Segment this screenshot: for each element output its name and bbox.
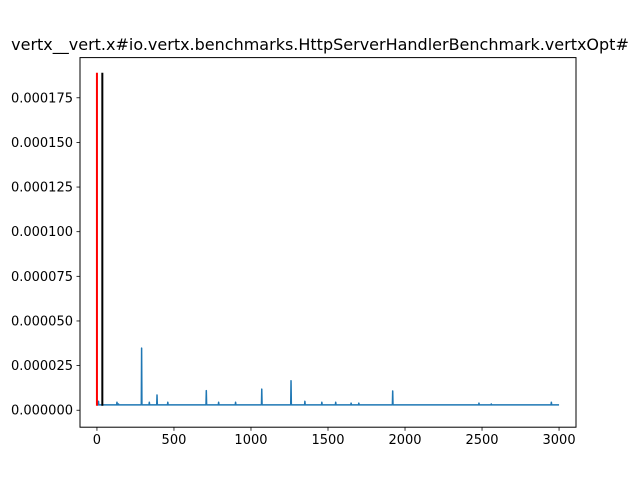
x-tick-label: 2000 <box>388 433 421 448</box>
x-tick-label: 0 <box>93 433 101 448</box>
y-tick-label: 0.000025 <box>11 359 73 374</box>
series-line-0 <box>96 347 560 406</box>
plot-frame <box>79 57 577 428</box>
y-tick-label: 0.000075 <box>11 270 73 285</box>
chart-title: vertx__vert.x#io.vertx.benchmarks.HttpSe… <box>11 35 629 55</box>
x-tick-label: 500 <box>162 433 187 448</box>
y-tick-label: 0.000125 <box>11 181 73 196</box>
y-tick-label: 0.000150 <box>11 136 73 151</box>
chart-marks <box>95 72 560 406</box>
x-tick-label: 2500 <box>465 433 498 448</box>
y-tick-label: 0.000100 <box>11 225 73 240</box>
y-tick-label: 0.000050 <box>11 314 73 329</box>
y-tick-label: 0.000175 <box>11 91 73 106</box>
y-tick-label: 0.000000 <box>11 404 73 419</box>
x-tick-label: 3000 <box>543 433 576 448</box>
chart-axes: 0 500 1000 1500 2000 2500 3000 0.000000 0.000025… <box>11 91 576 448</box>
x-tick-label: 1000 <box>234 433 267 448</box>
x-tick-label: 1500 <box>311 433 344 448</box>
plot-area <box>80 57 576 428</box>
